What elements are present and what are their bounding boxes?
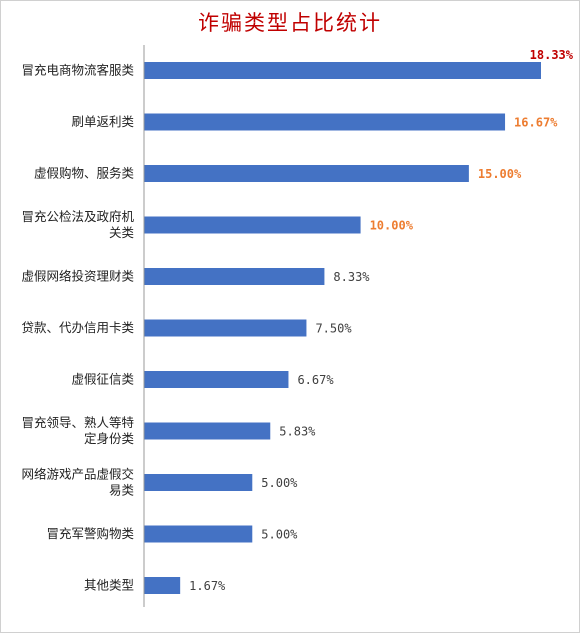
- category-label: 虚假征信类: [71, 372, 134, 387]
- bar: [144, 474, 253, 491]
- category-label: 冒充军警购物类: [46, 526, 134, 541]
- value-label: 5.83%: [279, 425, 316, 439]
- category-label-line: 定身份类: [84, 431, 135, 446]
- bar: [144, 319, 307, 337]
- value-label: 10.00%: [370, 219, 414, 233]
- category-label-line: 关类: [109, 225, 135, 240]
- category-label-line: 其他类型: [84, 578, 134, 593]
- category-label: 贷款、代办信用卡类: [21, 320, 134, 335]
- bar: [144, 62, 541, 79]
- category-label: 网络游戏产品虚假交易类: [21, 467, 134, 498]
- value-label: 7.50%: [315, 322, 352, 336]
- category-label: 冒充领导、熟人等特定身份类: [21, 415, 134, 446]
- bar: [144, 371, 289, 388]
- category-label: 冒充电商物流客服类: [21, 63, 134, 78]
- value-label: 18.33%: [530, 48, 574, 62]
- category-label-line: 冒充军警购物类: [46, 526, 134, 541]
- value-label: 15.00%: [478, 167, 522, 181]
- category-label: 其他类型: [84, 578, 134, 593]
- value-label: 5.00%: [261, 528, 298, 542]
- value-label: 8.33%: [333, 270, 370, 284]
- category-label: 冒充公检法及政府机关类: [21, 209, 134, 240]
- category-label-line: 冒充电商物流客服类: [21, 63, 134, 78]
- category-label-line: 刷单返利类: [71, 114, 134, 129]
- value-label: 1.67%: [189, 579, 226, 593]
- bar: [144, 577, 181, 594]
- chart-title: 诈骗类型占比统计: [198, 11, 382, 35]
- category-label-line: 冒充领导、熟人等特: [21, 415, 134, 430]
- category-label-line: 虚假征信类: [71, 372, 134, 387]
- bar: [144, 165, 469, 182]
- category-label: 刷单返利类: [71, 114, 134, 129]
- value-label: 6.67%: [297, 373, 334, 387]
- category-label-line: 虚假网络投资理财类: [21, 269, 134, 284]
- category-label-line: 虚假购物、服务类: [34, 166, 135, 181]
- category-label: 虚假购物、服务类: [34, 166, 135, 181]
- bar: [144, 422, 271, 440]
- category-label-line: 贷款、代办信用卡类: [21, 320, 134, 335]
- value-label: 5.00%: [261, 476, 298, 490]
- bar: [144, 216, 361, 234]
- value-label: 16.67%: [514, 116, 558, 130]
- bars-layer: 18.33% 冒充电商物流客服类 16.67% 刷单返利类 15.00% 虚假购物、服务类…: [21, 48, 574, 594]
- category-label-line: 网络游戏产品虚假交: [21, 467, 134, 482]
- category-label: 虚假网络投资理财类: [21, 269, 134, 284]
- bar: [144, 525, 253, 543]
- bar: [144, 268, 325, 285]
- category-label-line: 冒充公检法及政府机: [21, 209, 134, 224]
- category-label-line: 易类: [109, 483, 135, 498]
- bar: [144, 113, 506, 131]
